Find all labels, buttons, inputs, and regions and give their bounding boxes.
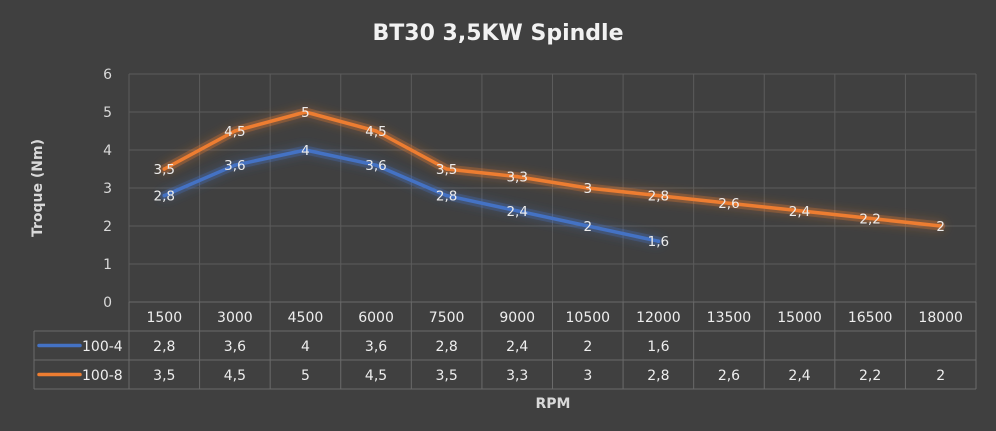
table-cell: 3,5 (435, 368, 457, 384)
data-label-100-8: 3 (583, 181, 592, 197)
table-cell: 1,6 (647, 339, 669, 355)
y-tick-label: 3 (103, 181, 112, 197)
data-label-100-4: 2,8 (154, 189, 175, 205)
y-axis-ticks: 0 1 2 3 4 5 6 (103, 67, 112, 311)
data-label-100-8: 5 (301, 105, 310, 121)
data-label-100-8: 3,5 (154, 162, 175, 178)
data-label-100-8: 3,5 (436, 162, 457, 178)
series-line-100-8 (162, 110, 943, 228)
category-label: 12000 (636, 310, 681, 326)
y-tick-label: 6 (103, 67, 112, 83)
y-axis-title: Troque (Nm) (30, 139, 46, 237)
table-cell: 4 (301, 339, 310, 355)
table-cell: 3 (583, 368, 592, 384)
data-point-100-8 (233, 129, 237, 133)
table-cell: 4,5 (365, 368, 387, 384)
category-label: 16500 (848, 310, 893, 326)
data-point-100-8 (585, 186, 590, 190)
table-cell: 2,4 (788, 368, 810, 384)
data-point-100-4 (444, 193, 449, 198)
data-point-100-4 (303, 148, 308, 152)
table-cell: 3,6 (224, 339, 246, 355)
data-label-100-4: 3,6 (224, 158, 245, 174)
category-label: 4500 (288, 310, 324, 326)
data-label-100-8: 2,2 (859, 211, 880, 227)
data-labels: 2,8 3,6 4 3,6 2,8 2,4 2 1,6 3,5 4,5 5 4,5 3,5 3,3 3 2,8… (154, 105, 945, 250)
data-label-100-8: 3,3 (506, 170, 527, 186)
y-tick-label: 0 (103, 295, 112, 311)
data-label-100-8: 2 (936, 219, 945, 235)
data-label-100-8: 2,4 (789, 204, 810, 220)
data-label-100-8: 4,5 (224, 124, 245, 140)
data-point-100-4 (656, 239, 661, 243)
data-point-100-8 (515, 174, 520, 179)
data-point-100-4 (162, 193, 167, 198)
series-name-100-8: 100-8 (82, 368, 123, 384)
table-cell: 2 (583, 339, 592, 355)
data-point-100-8 (303, 110, 308, 114)
category-label: 1500 (146, 310, 182, 326)
table-cell: 2,4 (506, 339, 528, 355)
x-axis-title: RPM (536, 396, 571, 412)
data-point-100-8 (656, 193, 661, 198)
table-cell: 2,2 (859, 368, 881, 384)
category-label: 6000 (358, 310, 394, 326)
series-name-100-4: 100-4 (82, 339, 123, 355)
data-point-100-8 (868, 216, 872, 221)
data-point-100-8 (162, 167, 167, 171)
data-point-100-8 (374, 129, 378, 133)
y-tick-label: 5 (103, 105, 112, 121)
gridlines (128, 73, 977, 302)
category-label: 9000 (499, 310, 535, 326)
y-tick-label: 4 (103, 143, 112, 159)
table-cell: 5 (301, 368, 310, 384)
data-point-100-4 (374, 163, 378, 167)
table-cell: 4,5 (224, 368, 246, 384)
y-tick-label: 1 (103, 257, 112, 273)
data-table: 1500 3000 4500 6000 7500 9000 10500 12000 13500 1… (33, 301, 977, 390)
table-cell: 3,3 (506, 368, 528, 384)
data-label-100-4: 1,6 (648, 234, 669, 250)
data-point-100-4 (585, 224, 590, 228)
data-label-100-8: 2,8 (648, 189, 669, 205)
series-lines (159, 107, 946, 246)
category-label: 3000 (217, 310, 253, 326)
table-cell: 3,6 (365, 339, 387, 355)
data-label-100-4: 4 (301, 143, 310, 159)
data-label-100-4: 2,8 (436, 189, 457, 205)
data-point-100-8 (444, 167, 449, 171)
data-label-100-4: 3,6 (365, 158, 386, 174)
category-label: 10500 (566, 310, 611, 326)
data-label-100-8: 4,5 (365, 124, 386, 140)
category-label: 7500 (429, 310, 465, 326)
table-cell: 2,8 (153, 339, 175, 355)
series-line-100-4 (162, 148, 661, 243)
table-cell: 2,8 (435, 339, 457, 355)
category-label: 18000 (918, 310, 963, 326)
data-label-100-4: 2 (583, 219, 592, 235)
data-point-100-8 (727, 201, 731, 205)
data-point-100-4 (233, 163, 237, 167)
category-label: 13500 (707, 310, 752, 326)
table-cell: 2,6 (718, 368, 740, 384)
y-tick-label: 2 (103, 219, 112, 235)
chart-title: BT30 3,5KW Spindle (372, 21, 623, 46)
data-point-100-8 (797, 209, 802, 213)
category-label: 15000 (777, 310, 822, 326)
data-point-100-8 (938, 224, 943, 228)
table-cell: 3,5 (153, 368, 175, 384)
data-label-100-4: 2,4 (506, 204, 527, 220)
data-label-100-8: 2,6 (718, 196, 739, 212)
data-point-100-4 (515, 209, 520, 213)
table-cell: 2 (936, 368, 945, 384)
table-cell: 2,8 (647, 368, 669, 384)
